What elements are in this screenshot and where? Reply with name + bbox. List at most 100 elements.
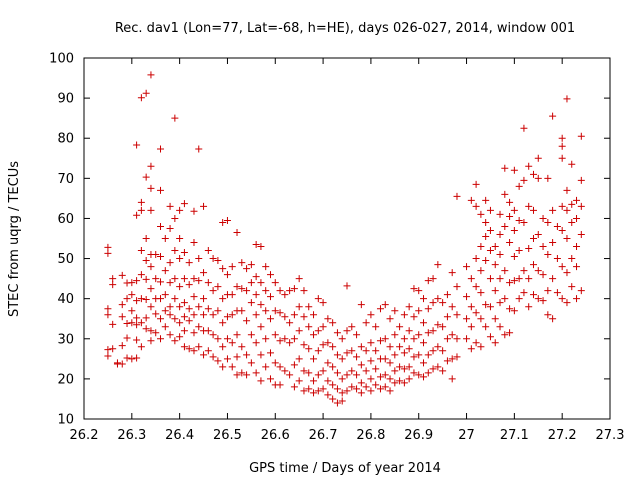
data-point <box>443 291 451 299</box>
data-point <box>429 347 437 355</box>
data-point <box>142 235 150 242</box>
data-point <box>223 271 231 279</box>
data-point <box>525 202 533 210</box>
data-point <box>577 287 585 295</box>
data-point <box>501 164 509 172</box>
data-point <box>510 166 518 174</box>
data-point <box>424 277 432 285</box>
data-point <box>353 353 361 361</box>
y-tick-label: 50 <box>57 252 74 267</box>
data-point <box>137 295 145 303</box>
axis-ticks: 26.2 26.3 26.4 26.5 26.6 26.7 26.8 26.9 27 27.1 27… <box>49 52 624 444</box>
data-point <box>171 295 179 303</box>
data-point <box>171 214 179 222</box>
data-point <box>219 265 227 273</box>
data-point <box>142 275 150 283</box>
data-point <box>501 267 509 275</box>
data-point <box>496 230 504 238</box>
data-point <box>204 305 212 313</box>
data-point <box>204 279 212 287</box>
data-point <box>180 343 188 351</box>
data-point <box>467 323 475 331</box>
data-point <box>147 71 155 79</box>
data-point <box>353 371 361 379</box>
data-point <box>553 255 561 263</box>
data-point <box>233 228 241 236</box>
data-point <box>123 295 131 303</box>
data-point <box>147 206 155 214</box>
data-point <box>157 278 165 286</box>
y-tick-label: 100 <box>49 52 74 67</box>
data-point <box>510 277 518 285</box>
data-point <box>200 351 208 359</box>
data-point <box>200 295 208 303</box>
data-point <box>209 255 217 263</box>
data-point <box>496 210 504 218</box>
data-point <box>501 331 509 339</box>
data-point <box>118 271 126 279</box>
data-point <box>137 319 145 327</box>
y-tick-label: 90 <box>57 92 74 107</box>
data-point <box>214 335 222 343</box>
data-point <box>195 277 203 285</box>
data-point <box>443 313 451 321</box>
data-point <box>243 351 251 359</box>
x-tick-label: 26.5 <box>213 428 242 443</box>
data-point <box>405 303 413 311</box>
data-point <box>166 331 174 339</box>
data-point <box>257 301 265 309</box>
data-point <box>128 291 136 299</box>
data-point <box>568 218 576 226</box>
data-point <box>472 255 480 263</box>
data-point <box>534 267 542 275</box>
data-point <box>510 226 518 234</box>
data-point <box>391 331 399 339</box>
data-point <box>396 377 404 385</box>
data-point <box>386 375 394 383</box>
data-point <box>247 299 255 307</box>
data-point <box>147 337 155 345</box>
data-point <box>276 337 284 345</box>
data-point <box>372 347 380 355</box>
data-point <box>314 295 322 303</box>
data-point <box>496 251 504 259</box>
data-point <box>300 341 308 349</box>
data-point <box>529 206 537 214</box>
data-point <box>357 379 365 387</box>
data-point <box>214 257 222 265</box>
data-point <box>324 359 332 367</box>
data-point <box>147 327 155 335</box>
data-point <box>281 313 289 321</box>
data-point <box>520 218 528 226</box>
data-point <box>219 319 227 327</box>
data-point <box>109 345 117 353</box>
data-point <box>295 327 303 335</box>
data-point <box>510 206 518 214</box>
data-point <box>558 295 566 303</box>
data-point <box>252 339 260 347</box>
data-point <box>491 243 499 251</box>
data-point <box>219 343 227 351</box>
data-point <box>238 343 246 351</box>
data-point <box>558 142 566 150</box>
data-point <box>525 275 533 283</box>
data-point <box>429 299 437 307</box>
data-point <box>463 315 471 323</box>
data-point <box>386 343 394 351</box>
data-point <box>157 315 165 323</box>
data-point <box>367 357 375 365</box>
data-point <box>209 331 217 339</box>
data-point <box>405 345 413 353</box>
data-point <box>343 327 351 335</box>
data-point <box>228 311 236 319</box>
data-point <box>367 339 375 347</box>
x-tick-label: 26.9 <box>404 428 433 443</box>
data-point <box>195 303 203 311</box>
data-point <box>415 287 423 295</box>
data-point <box>410 313 418 321</box>
data-point <box>482 218 490 226</box>
y-tick-label: 30 <box>57 332 74 347</box>
data-point <box>128 355 136 363</box>
data-point <box>424 351 432 359</box>
data-point <box>420 319 428 327</box>
